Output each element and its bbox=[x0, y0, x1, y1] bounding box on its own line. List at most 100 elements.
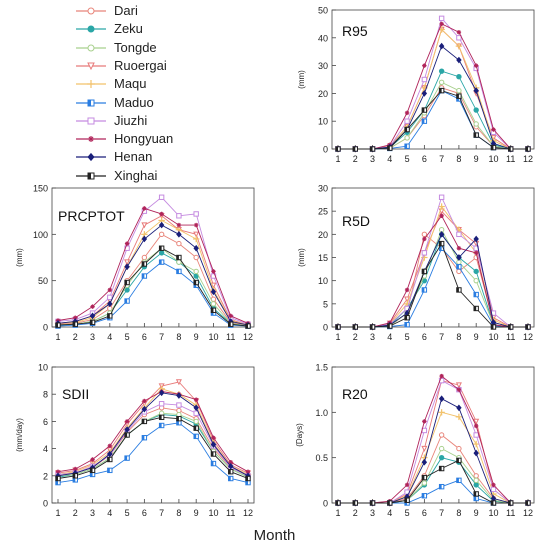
series-xinghai bbox=[335, 240, 531, 330]
data-point bbox=[107, 287, 113, 293]
x-tick-label: 2 bbox=[353, 332, 358, 342]
legend-entry: Xinghai bbox=[74, 168, 234, 186]
data-point bbox=[158, 401, 165, 407]
y-tick-label: 5 bbox=[323, 299, 328, 309]
y-tick-label: 30 bbox=[318, 184, 328, 194]
data-point bbox=[473, 477, 479, 484]
series-xinghai bbox=[335, 87, 531, 152]
chart-title: R95 bbox=[342, 23, 368, 39]
series-zeku bbox=[335, 68, 531, 152]
data-point bbox=[473, 63, 479, 68]
data-point bbox=[210, 288, 217, 296]
x-tick-label: 10 bbox=[208, 508, 218, 518]
data-point bbox=[455, 42, 463, 50]
data-point bbox=[422, 63, 427, 68]
data-point bbox=[211, 269, 216, 274]
data-point bbox=[421, 76, 428, 83]
legend-label: Dari bbox=[114, 3, 138, 18]
x-tick-label: 7 bbox=[159, 332, 164, 342]
data-point bbox=[141, 235, 148, 243]
data-point bbox=[456, 264, 462, 270]
data-point bbox=[193, 211, 199, 217]
series-dari bbox=[335, 231, 531, 330]
series-line bbox=[57, 219, 249, 326]
data-point bbox=[176, 222, 182, 228]
x-tick-label: 8 bbox=[176, 508, 181, 518]
y-tick-label: 30 bbox=[318, 61, 328, 71]
x-tick-label: 5 bbox=[405, 332, 410, 342]
y-axis-label: (mm) bbox=[297, 70, 306, 89]
x-tick-label: 1 bbox=[335, 508, 340, 518]
x-tick-label: 3 bbox=[370, 508, 375, 518]
data-point bbox=[421, 250, 428, 256]
data-point bbox=[89, 312, 96, 320]
y-tick-label: 0 bbox=[323, 323, 328, 333]
data-point bbox=[124, 241, 130, 246]
x-tick-label: 4 bbox=[387, 154, 392, 164]
data-point bbox=[472, 440, 480, 448]
series-zeku bbox=[335, 231, 531, 330]
legend-swatch bbox=[76, 172, 106, 180]
data-point bbox=[438, 42, 445, 50]
data-point bbox=[439, 373, 444, 379]
series-line bbox=[338, 81, 528, 150]
y-tick-label: 100 bbox=[33, 230, 48, 240]
x-tick-label: 11 bbox=[506, 508, 515, 518]
y-tick-label: 1.0 bbox=[315, 408, 328, 418]
data-point bbox=[158, 221, 165, 229]
data-point bbox=[141, 254, 148, 261]
x-tick-label: 5 bbox=[125, 332, 130, 342]
data-point bbox=[473, 107, 479, 113]
data-point bbox=[72, 473, 78, 479]
y-tick-label: 1.5 bbox=[315, 363, 328, 373]
data-point bbox=[90, 304, 95, 309]
series-line bbox=[57, 422, 249, 484]
data-point bbox=[210, 441, 217, 448]
data-point bbox=[175, 379, 182, 386]
data-point bbox=[404, 296, 411, 303]
legend-swatch bbox=[76, 25, 106, 33]
series-hongyuan bbox=[335, 21, 531, 152]
data-point bbox=[193, 268, 199, 275]
data-point bbox=[491, 482, 496, 488]
legend-label: Jiuzhi bbox=[114, 112, 148, 128]
x-tick-label: 7 bbox=[439, 508, 444, 518]
data-point bbox=[422, 236, 427, 242]
x-tick-label: 10 bbox=[488, 154, 498, 164]
series-ruoergai bbox=[54, 213, 252, 329]
data-point bbox=[421, 231, 428, 238]
legend-label: Tongde bbox=[114, 39, 157, 55]
x-tick-label: 1 bbox=[335, 332, 340, 342]
series-dari bbox=[55, 405, 251, 479]
x-tick-label: 7 bbox=[159, 508, 164, 518]
data-point bbox=[124, 432, 130, 438]
y-axis-label: (mm) bbox=[15, 248, 24, 267]
x-tick-label: 11 bbox=[226, 508, 235, 518]
data-point bbox=[456, 387, 462, 392]
legend-label: Xinghai bbox=[114, 167, 158, 183]
data-point bbox=[473, 250, 479, 256]
y-tick-label: 20 bbox=[318, 230, 328, 240]
x-tick-label: 4 bbox=[387, 332, 392, 342]
data-point bbox=[473, 235, 479, 243]
x-tick-label: 7 bbox=[439, 154, 444, 164]
series-xinghai bbox=[55, 414, 251, 482]
data-point bbox=[193, 254, 199, 261]
y-tick-label: 2 bbox=[43, 471, 48, 481]
data-point bbox=[176, 268, 182, 275]
x-tick-label: 12 bbox=[523, 332, 533, 342]
data-point bbox=[142, 398, 147, 404]
data-point bbox=[404, 126, 410, 133]
data-point bbox=[352, 146, 358, 152]
data-point bbox=[159, 211, 164, 217]
y-axis-label: (Days) bbox=[295, 423, 304, 447]
series-line bbox=[57, 388, 249, 475]
data-point bbox=[176, 213, 182, 219]
x-tick-label: 4 bbox=[387, 508, 392, 518]
data-point bbox=[456, 457, 462, 464]
x-tick-label: 12 bbox=[523, 508, 533, 518]
data-point bbox=[404, 497, 410, 503]
y-tick-label: 0 bbox=[43, 323, 48, 333]
data-point bbox=[192, 235, 200, 243]
